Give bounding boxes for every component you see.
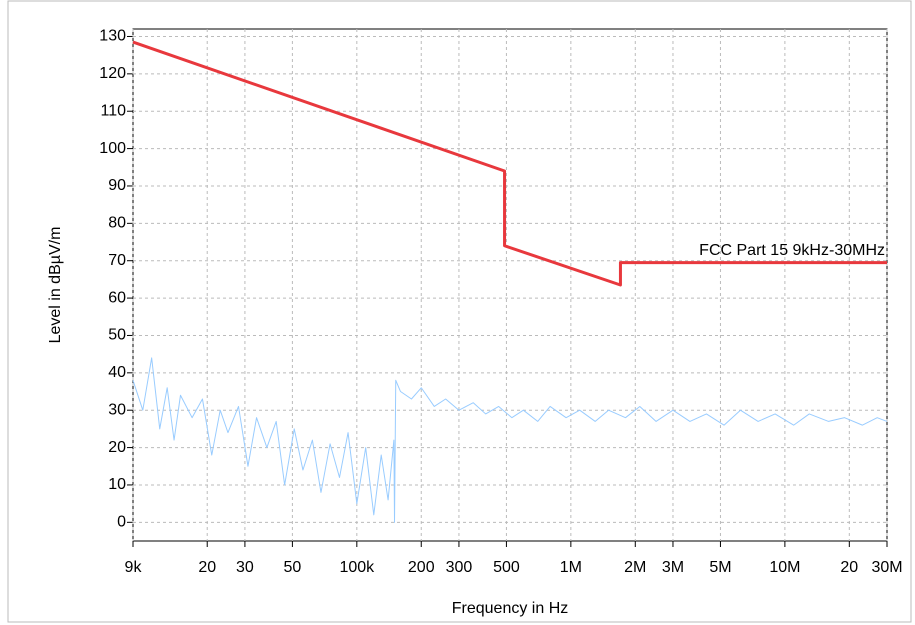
y-tick-label: 0 — [117, 514, 126, 531]
x-tick-label: 500 — [493, 559, 520, 576]
y-tick-label: 80 — [108, 215, 126, 232]
x-tick-label: 5M — [709, 559, 731, 576]
y-tick-label: 70 — [108, 252, 126, 269]
series-label: FCC Part 15 9kHz-30MHz — [699, 242, 885, 259]
x-tick-label: 3M — [662, 559, 684, 576]
x-tick-label: 30 — [236, 559, 254, 576]
y-tick-label: 120 — [99, 65, 126, 82]
y-tick-label: 100 — [99, 140, 126, 157]
y-tick-label: 30 — [108, 401, 126, 418]
x-tick-label: 300 — [446, 559, 473, 576]
x-tick-label: 9k — [125, 559, 143, 576]
plot-area — [132, 28, 888, 542]
x-tick-label: 20 — [198, 559, 216, 576]
y-tick-label: 20 — [108, 439, 126, 456]
y-axis-label: Level in dBµV/m — [47, 227, 64, 344]
x-tick-label: 20 — [840, 559, 858, 576]
y-tick-label: 50 — [108, 327, 126, 344]
x-tick-label: 100k — [339, 559, 375, 576]
x-tick-label: 10M — [769, 559, 800, 576]
x-tick-label: 200 — [408, 559, 435, 576]
series-line — [132, 40, 887, 287]
y-tick-label: 110 — [100, 102, 126, 119]
y-tick-label: 60 — [108, 289, 126, 306]
x-tick-label: 2M — [624, 559, 646, 576]
series-line — [132, 357, 888, 523]
x-tick-label: 50 — [283, 559, 301, 576]
y-tick-label: 90 — [108, 177, 126, 194]
y-tick-label: 130 — [99, 28, 126, 45]
x-tick-label: 1M — [560, 559, 582, 576]
y-tick-label: 40 — [108, 364, 126, 381]
x-tick-label: 30M — [871, 559, 902, 576]
y-tick-label: 10 — [108, 476, 126, 493]
x-axis-label: Frequency in Hz — [452, 600, 569, 617]
